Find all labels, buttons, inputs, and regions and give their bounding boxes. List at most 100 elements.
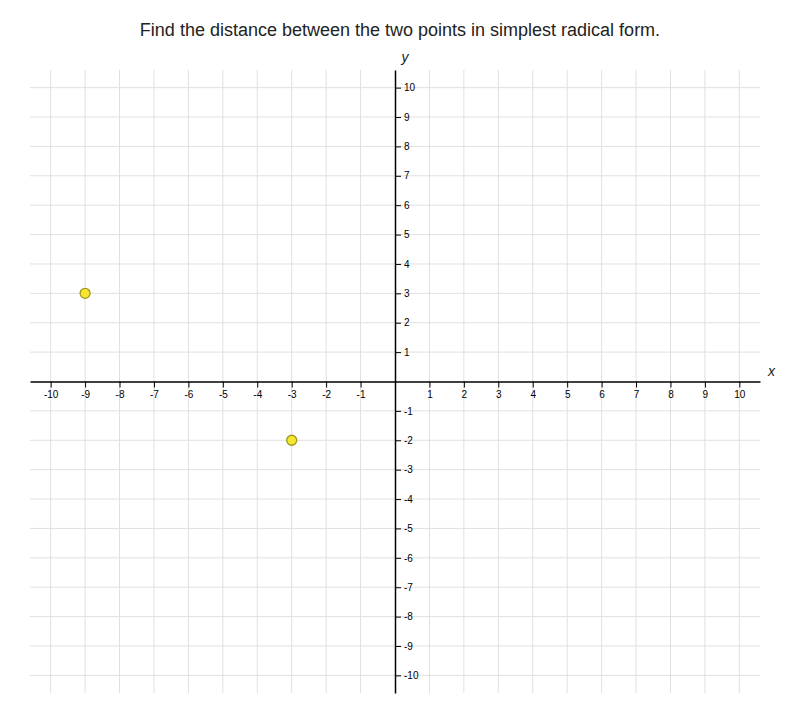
tick: 10 [734,382,746,400]
tick-label: -10 [44,389,59,400]
tick: -6 [184,382,193,400]
tick-mark [395,176,401,177]
tick-label: 8 [404,141,410,152]
tick: 9 [395,112,410,123]
tick-label: 10 [734,389,746,400]
point [80,288,90,298]
tick-label: 1 [404,347,410,358]
tick-mark [395,587,401,588]
tick-label: -3 [404,464,413,475]
tick-label: 2 [404,317,410,328]
tick-label: -10 [404,670,419,681]
tick: -5 [395,523,413,534]
tick-label: 8 [668,389,674,400]
tick-mark [670,382,671,388]
tick: 5 [565,382,571,400]
tick-label: 1 [427,389,433,400]
tick-mark [395,88,401,89]
tick: -2 [322,382,331,400]
tick-mark [395,470,401,471]
tick: -6 [395,553,413,564]
tick-mark [292,382,293,388]
tick-label: -4 [404,494,413,505]
tick: 8 [668,382,674,400]
tick: -2 [395,435,413,446]
tick-label: -8 [404,611,413,622]
tick-mark [464,382,465,388]
tick-mark [154,382,155,388]
tick-label: -2 [404,435,413,446]
tick-label: 10 [404,82,416,93]
tick-label: -7 [150,389,159,400]
tick-label: -5 [219,389,228,400]
tick: 4 [530,382,536,400]
tick-label: -5 [404,523,413,534]
tick-mark [739,382,740,388]
tick-mark [395,411,401,412]
tick-label: -6 [404,553,413,564]
tick: 7 [634,382,640,400]
tick-label: 5 [404,229,410,240]
tick-mark [395,205,401,206]
tick-mark [223,382,224,388]
tick-mark [257,382,258,388]
title: Find the distance between the two points… [140,20,660,40]
tick-mark [395,293,401,294]
tick: 6 [395,200,410,211]
tick-mark [361,382,362,388]
tick: 4 [395,259,410,270]
tick: -3 [288,382,297,400]
tick-mark [395,646,401,647]
y-axis-title: y [401,49,410,65]
tick: -1 [357,382,366,400]
tick-mark [395,352,401,353]
tick: -9 [395,641,413,652]
tick-mark [636,382,637,388]
tick: 2 [395,317,410,328]
tick: 8 [395,141,410,152]
tick-mark [188,382,189,388]
tick-label: 9 [404,112,410,123]
tick-label: -7 [404,582,413,593]
y-axis: -10 -9 -8 -7 -6 -5 -4 -3 -2 -1 1 2 3 4 5 6 7 8 9 10 [395,71,419,694]
tick: 3 [496,382,502,400]
tick-mark [395,528,401,529]
tick-label: 6 [599,389,605,400]
tick-mark [85,382,86,388]
tick-mark [395,617,401,618]
tick-label: -1 [404,406,413,417]
points [80,288,297,445]
tick-label: -9 [404,641,413,652]
tick-mark [326,382,327,388]
tick: 5 [395,229,410,240]
point [287,435,297,445]
tick-mark [429,382,430,388]
tick: 6 [599,382,605,400]
tick: -10 [395,670,419,681]
tick-mark [395,146,401,147]
tick-mark [395,499,401,500]
tick-label: 3 [404,288,410,299]
tick: 1 [427,382,433,400]
tick-label: -8 [116,389,125,400]
tick: -7 [395,582,413,593]
tick-label: 7 [404,170,410,181]
tick-mark [498,382,499,388]
tick: 7 [395,170,410,181]
tick-mark [395,440,401,441]
tick-mark [395,558,401,559]
tick-label: 4 [404,259,410,270]
tick-label: 4 [530,389,536,400]
tick-label: 6 [404,200,410,211]
tick: 1 [395,347,410,358]
tick: -1 [395,406,413,417]
chart: Find the distance between the two points… [0,0,800,713]
tick-label: 3 [496,389,502,400]
tick-mark [395,117,401,118]
tick-mark [395,264,401,265]
tick: -5 [219,382,228,400]
tick: -8 [395,611,413,622]
tick-mark [567,382,568,388]
x-axis-title: x [767,363,776,379]
tick: -8 [116,382,125,400]
